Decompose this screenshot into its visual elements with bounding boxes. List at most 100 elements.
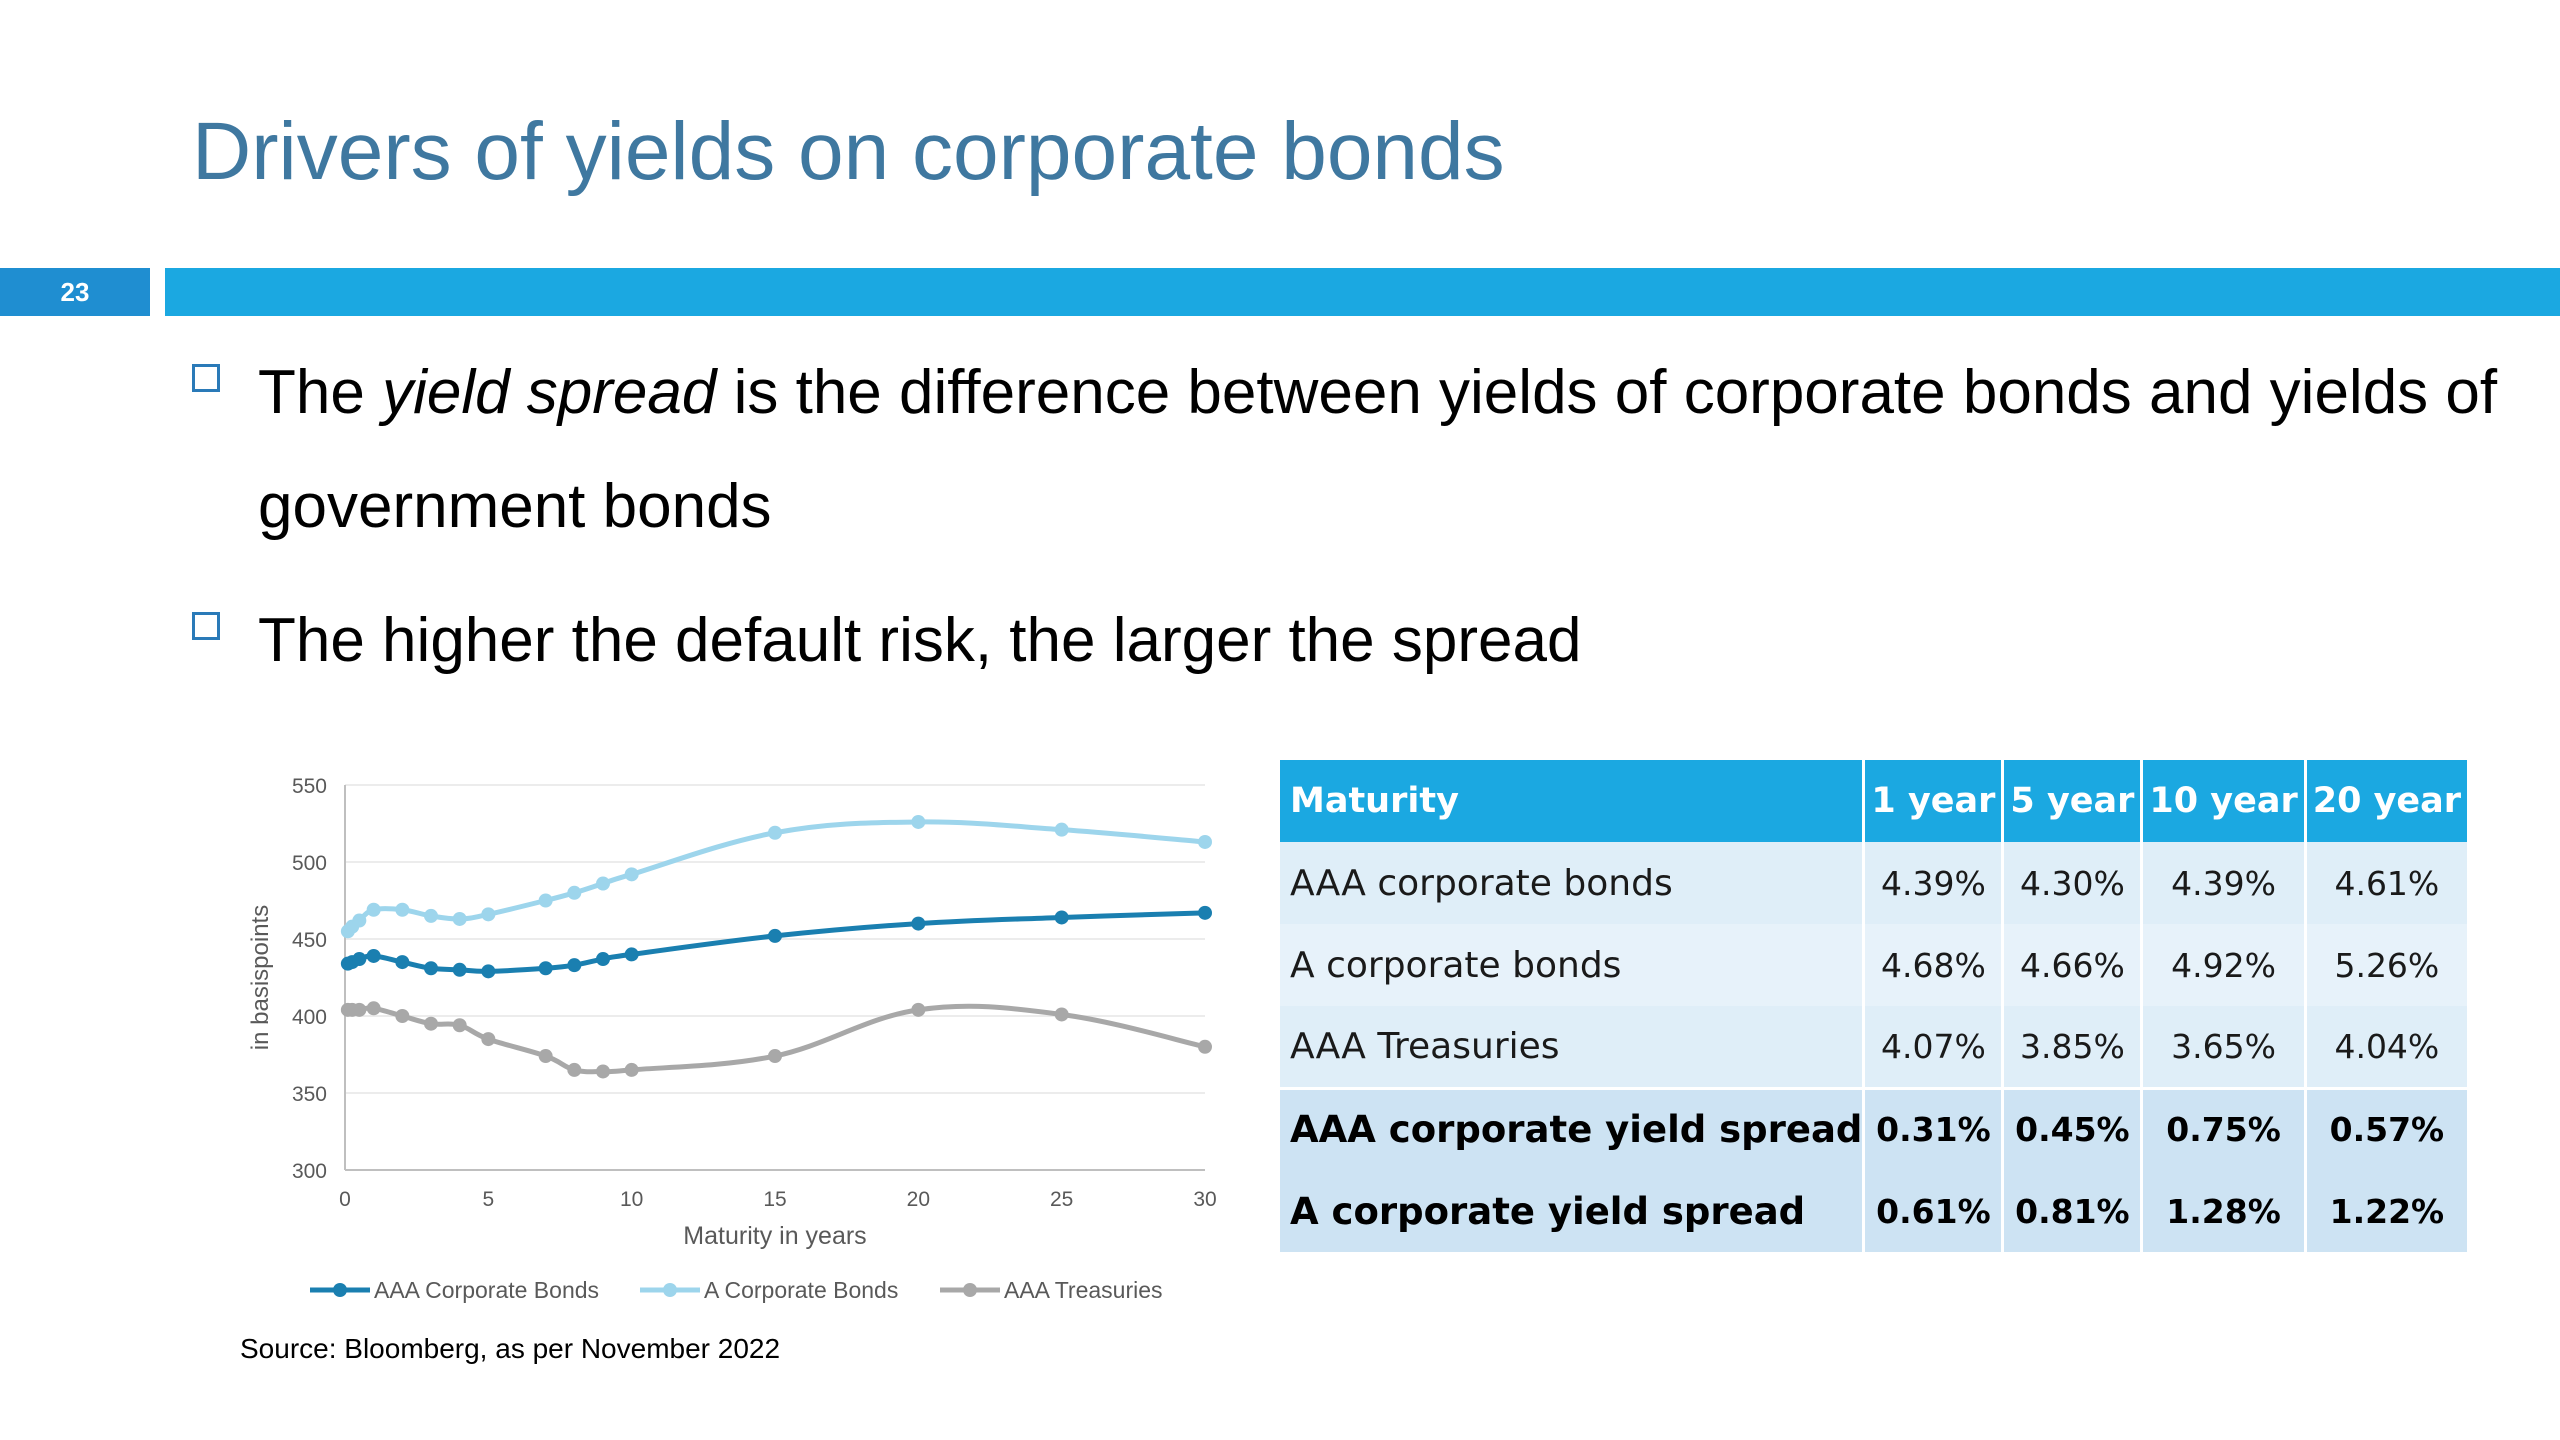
- table-cell: 4.07%: [1863, 1006, 2005, 1088]
- data-point: [395, 955, 410, 970]
- data-point: [1198, 905, 1212, 920]
- data-point: [352, 952, 367, 967]
- table-row: AAA corporate yield spread 0.31% 0.45% 0…: [1280, 1086, 2468, 1170]
- legend-swatch-marker: [963, 1283, 977, 1297]
- table-cell: 0.45%: [2002, 1086, 2144, 1170]
- table-cell: 4.61%: [2305, 842, 2468, 924]
- data-point: [768, 1049, 782, 1064]
- bullet-text: The yield spread is the difference betwe…: [258, 358, 2498, 541]
- table-cell: 1.22%: [2305, 1170, 2468, 1252]
- y-tick-label: 350: [292, 1083, 327, 1106]
- square-bullet-icon: [192, 364, 220, 392]
- data-point: [366, 948, 381, 963]
- data-point: [911, 814, 926, 829]
- row-label: AAA corporate bonds: [1280, 842, 1866, 924]
- data-point: [481, 1032, 496, 1047]
- table-cell: 4.39%: [1863, 842, 2005, 924]
- data-point: [352, 913, 367, 928]
- data-point: [624, 947, 639, 962]
- table-cell: 4.04%: [2305, 1006, 2468, 1088]
- data-point: [1054, 822, 1069, 837]
- table-cell: 4.92%: [2141, 924, 2307, 1006]
- yield-table: Maturity 1 year 5 year 10 year 20 year A…: [1280, 760, 2468, 1252]
- data-point: [596, 952, 610, 967]
- data-point: [567, 1062, 582, 1077]
- data-point: [424, 961, 438, 976]
- data-point: [538, 961, 553, 976]
- column-header: Maturity: [1280, 760, 1866, 842]
- data-point: [768, 825, 782, 840]
- data-point: [452, 1018, 467, 1033]
- row-label: A corporate yield spread: [1280, 1170, 1866, 1252]
- row-label: AAA corporate yield spread: [1280, 1086, 1866, 1170]
- table-row: AAA Treasuries 4.07% 3.85% 3.65% 4.04%: [1280, 1006, 2468, 1088]
- data-point: [596, 876, 610, 891]
- column-header: 5 year: [2002, 760, 2144, 842]
- emphasis-term: yield spread: [382, 358, 717, 427]
- data-point: [567, 958, 582, 973]
- data-point: [424, 908, 438, 923]
- table-cell: 0.31%: [1863, 1086, 2005, 1170]
- header-bar: [165, 268, 2560, 316]
- table-cell: 4.39%: [2141, 842, 2307, 924]
- data-point: [624, 1062, 639, 1077]
- table-cell: 0.81%: [2002, 1170, 2144, 1252]
- data-point: [1198, 1039, 1212, 1054]
- x-tick-label: 25: [1050, 1188, 1073, 1211]
- legend-label: A Corporate Bonds: [704, 1277, 898, 1303]
- x-tick-label: 10: [620, 1188, 643, 1211]
- data-point: [1198, 834, 1212, 849]
- column-header: 10 year: [2141, 760, 2307, 842]
- table-row: AAA corporate bonds 4.39% 4.30% 4.39% 4.…: [1280, 842, 2468, 924]
- table-cell: 0.75%: [2141, 1086, 2307, 1170]
- legend-label: AAA Corporate Bonds: [374, 1277, 599, 1303]
- data-point: [424, 1016, 438, 1031]
- table-cell: 0.61%: [1863, 1170, 2005, 1252]
- table-cell: 3.65%: [2141, 1006, 2307, 1088]
- row-label: A corporate bonds: [1280, 924, 1866, 1006]
- y-axis-title: in basispoints: [247, 905, 274, 1050]
- data-point: [911, 916, 926, 931]
- data-point: [624, 867, 639, 882]
- data-point: [452, 962, 467, 977]
- x-tick-label: 5: [482, 1188, 494, 1211]
- slide-number: 23: [0, 268, 150, 316]
- y-tick-label: 500: [292, 852, 327, 875]
- x-tick-label: 15: [763, 1188, 786, 1211]
- legend-label: AAA Treasuries: [1004, 1277, 1163, 1303]
- data-point: [768, 928, 782, 943]
- data-point: [395, 902, 410, 917]
- data-point: [395, 1009, 410, 1023]
- y-tick-label: 400: [292, 1006, 327, 1029]
- y-tick-label: 550: [292, 775, 327, 798]
- table-cell: 4.68%: [1863, 924, 2005, 1006]
- legend-swatch-marker: [333, 1283, 347, 1297]
- data-point: [911, 1002, 926, 1017]
- y-tick-label: 450: [292, 929, 327, 952]
- x-tick-label: 0: [339, 1188, 351, 1211]
- table-cell: 1.28%: [2141, 1170, 2307, 1252]
- table-cell: 4.30%: [2002, 842, 2144, 924]
- chart-canvas: 300 350 400 450 500 550 0 5 10 15 20 25 30 Maturity i…: [247, 775, 1217, 1303]
- data-point: [452, 911, 467, 926]
- bullet-text: The higher the default risk, the larger …: [258, 606, 1582, 675]
- x-axis-title: Maturity in years: [683, 1222, 866, 1250]
- square-bullet-icon: [192, 612, 220, 640]
- table-cell: 5.26%: [2305, 924, 2468, 1006]
- column-header: 1 year: [1863, 760, 2005, 842]
- source-note: Source: Bloomberg, as per November 2022: [240, 1333, 781, 1364]
- table-row: A corporate bonds 4.68% 4.66% 4.92% 5.26…: [1280, 924, 2468, 1006]
- x-tick-label: 20: [907, 1188, 930, 1211]
- slide-title: Drivers of yields on corporate bonds: [192, 106, 1505, 197]
- data-point: [352, 1002, 367, 1017]
- data-point: [538, 893, 553, 908]
- table-cell: 3.85%: [2002, 1006, 2144, 1088]
- table-row: A corporate yield spread 0.61% 0.81% 1.2…: [1280, 1170, 2468, 1252]
- table-cell: 0.57%: [2305, 1086, 2468, 1170]
- data-point: [567, 885, 582, 900]
- row-label: AAA Treasuries: [1280, 1006, 1866, 1088]
- table-cell: 4.66%: [2002, 924, 2144, 1006]
- data-point: [1054, 910, 1069, 925]
- legend-swatch-marker: [663, 1283, 677, 1297]
- yield-curve-chart: 300 350 400 450 500 550 0 5 10 15 20 25 30 Maturity i…: [240, 760, 1230, 1320]
